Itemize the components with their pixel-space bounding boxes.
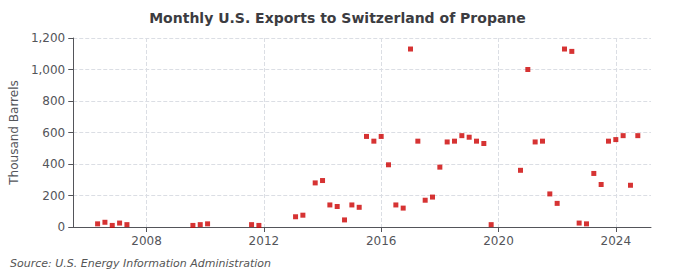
svg-text:0: 0 — [58, 220, 66, 234]
svg-text:Monthly U.S. Exports to Switze: Monthly U.S. Exports to Switzerland of P… — [149, 10, 526, 26]
svg-text:800: 800 — [42, 94, 65, 108]
svg-text:600: 600 — [42, 126, 65, 140]
svg-text:2020: 2020 — [483, 234, 514, 248]
svg-text:200: 200 — [42, 189, 65, 203]
svg-text:1,200: 1,200 — [31, 31, 65, 45]
svg-text:1,000: 1,000 — [31, 63, 65, 77]
svg-text:Thousand Barrels: Thousand Barrels — [7, 80, 21, 185]
svg-text:Source: U.S. Energy Informatio: Source: U.S. Energy Information Administ… — [10, 257, 271, 270]
svg-text:2016: 2016 — [366, 234, 397, 248]
svg-text:400: 400 — [42, 157, 65, 171]
svg-text:2012: 2012 — [249, 234, 280, 248]
svg-text:2024: 2024 — [601, 234, 632, 248]
svg-text:2008: 2008 — [131, 234, 162, 248]
